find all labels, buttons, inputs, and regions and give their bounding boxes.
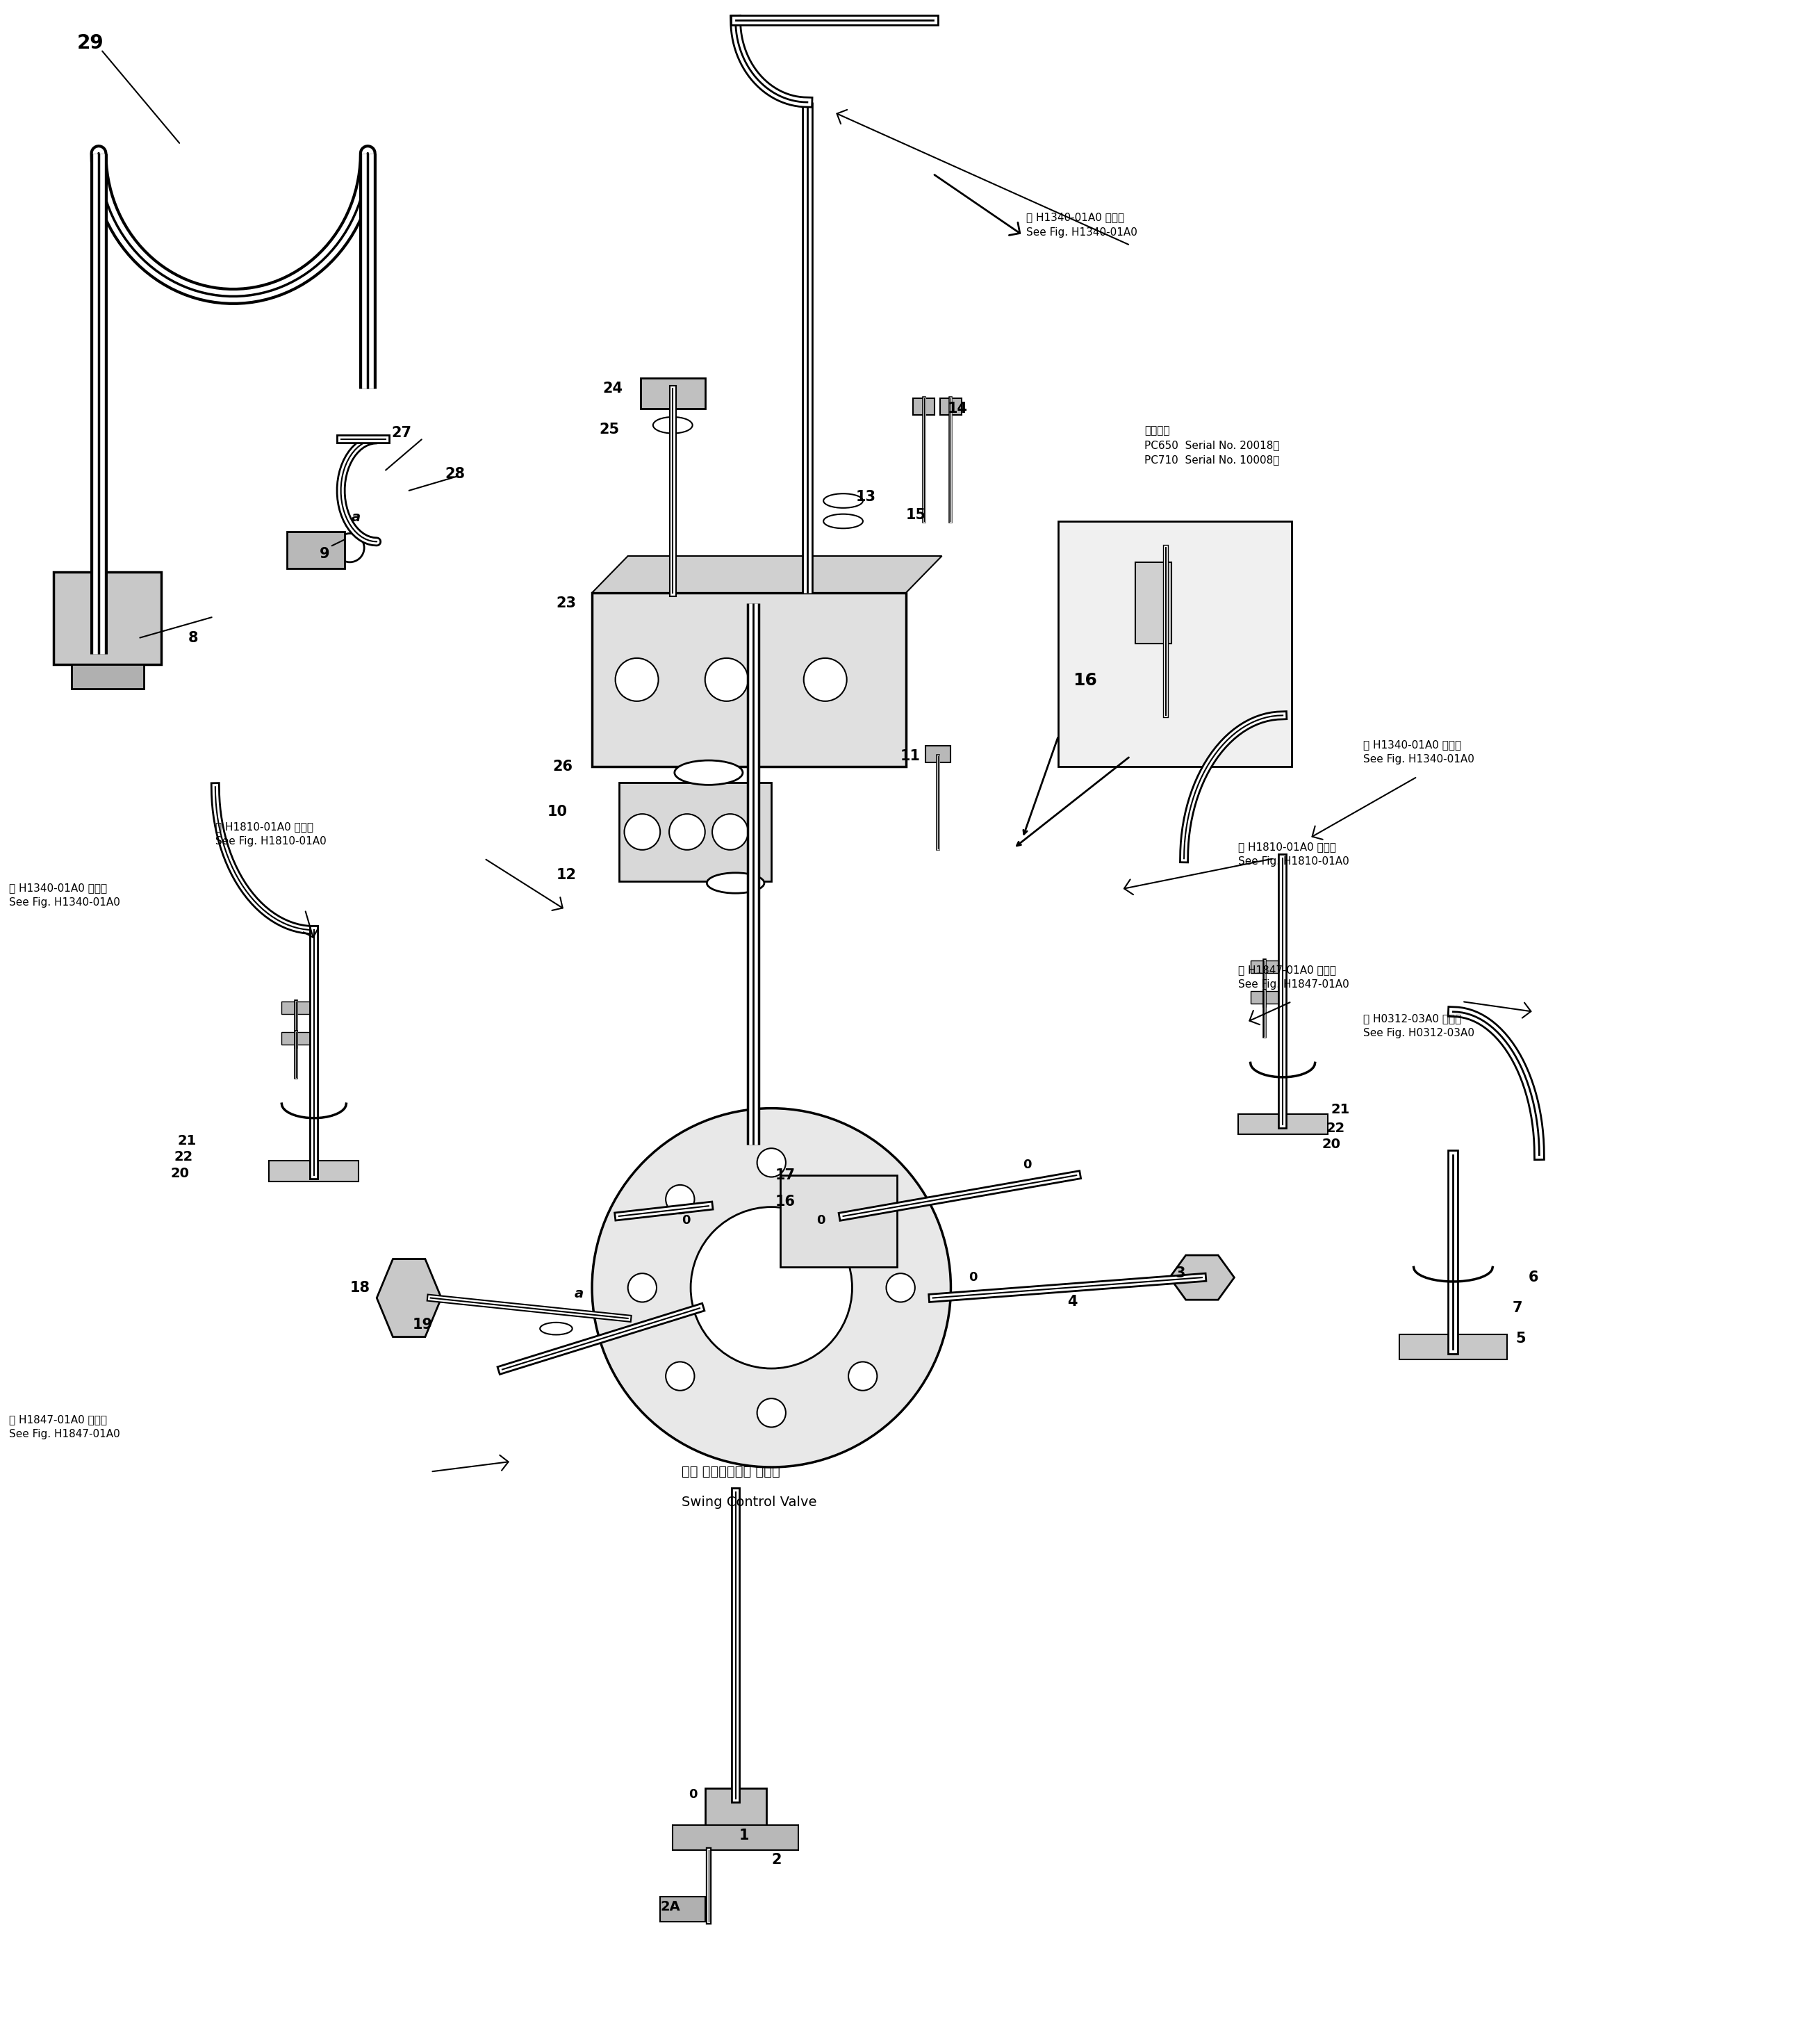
Text: 13: 13 [856, 491, 875, 503]
Text: 23: 23 [556, 597, 576, 609]
Text: 17: 17 [775, 1169, 795, 1181]
Circle shape [705, 658, 748, 701]
Text: 7: 7 [1512, 1302, 1523, 1314]
Text: 第 H1847-01A0 図参照
See Fig. H1847-01A0: 第 H1847-01A0 図参照 See Fig. H1847-01A0 [9, 1414, 120, 1439]
Text: 21: 21 [1331, 1104, 1351, 1116]
Bar [282, 1032, 310, 1044]
Circle shape [804, 658, 847, 701]
Text: 16: 16 [1073, 672, 1098, 689]
Bar [780, 1175, 897, 1267]
Bar [913, 399, 935, 415]
Circle shape [615, 658, 658, 701]
Circle shape [886, 1273, 915, 1302]
Polygon shape [1170, 1255, 1234, 1300]
Bar [282, 1002, 310, 1014]
Ellipse shape [653, 417, 692, 433]
Text: a: a [352, 511, 361, 523]
Text: 1: 1 [739, 1829, 750, 1842]
Circle shape [712, 814, 748, 850]
Bar [592, 593, 906, 766]
Circle shape [691, 1206, 852, 1369]
Text: 9: 9 [319, 548, 330, 560]
Text: 第 H1810-01A0 図参照
See Fig. H1810-01A0: 第 H1810-01A0 図参照 See Fig. H1810-01A0 [215, 822, 327, 846]
Text: 第 H1810-01A0 図参照
See Fig. H1810-01A0: 第 H1810-01A0 図参照 See Fig. H1810-01A0 [1238, 842, 1349, 867]
Text: 18: 18 [350, 1282, 370, 1294]
Bar [1250, 991, 1279, 1004]
Text: 6: 6 [1528, 1271, 1539, 1284]
Circle shape [624, 814, 660, 850]
Text: 15: 15 [906, 509, 926, 521]
Polygon shape [592, 556, 942, 593]
Text: 19: 19 [413, 1318, 432, 1331]
Text: 適用号機
PC650  Serial No. 20018～
PC710  Serial No. 10008～: 適用号機 PC650 Serial No. 20018～ PC710 Seria… [1145, 425, 1279, 466]
Text: 22: 22 [174, 1151, 194, 1163]
Text: 3: 3 [1175, 1267, 1186, 1280]
Bar [1058, 521, 1292, 766]
Text: 2: 2 [771, 1854, 782, 1866]
Text: 10: 10 [547, 805, 567, 818]
Ellipse shape [675, 760, 743, 785]
Bar [54, 572, 161, 664]
Bar [72, 664, 144, 689]
Bar [1250, 961, 1279, 973]
Circle shape [669, 814, 705, 850]
Text: 24: 24 [603, 382, 623, 394]
Circle shape [757, 1398, 786, 1427]
Text: 0: 0 [1023, 1159, 1032, 1171]
Text: 11: 11 [901, 750, 920, 762]
Text: 22: 22 [1326, 1122, 1346, 1134]
Bar [705, 1788, 766, 1825]
Text: 27: 27 [391, 427, 411, 439]
Text: 20: 20 [1322, 1139, 1340, 1151]
Text: 12: 12 [556, 869, 576, 881]
Ellipse shape [823, 515, 863, 527]
Bar [1399, 1335, 1507, 1359]
Text: 0: 0 [682, 1214, 691, 1226]
Text: 16: 16 [775, 1196, 795, 1208]
Ellipse shape [823, 495, 863, 507]
Text: 第 H1340-01A0 図参照
See Fig. H1340-01A0: 第 H1340-01A0 図参照 See Fig. H1340-01A0 [1363, 740, 1475, 764]
Text: a: a [574, 1288, 583, 1300]
Text: 0: 0 [816, 1214, 825, 1226]
Text: 28: 28 [445, 468, 465, 480]
Text: 4: 4 [1067, 1296, 1078, 1308]
Text: 第 H0312-03A0 図参照
See Fig. H0312-03A0: 第 H0312-03A0 図参照 See Fig. H0312-03A0 [1363, 1014, 1475, 1038]
Bar [269, 1161, 359, 1181]
Circle shape [849, 1186, 877, 1214]
Polygon shape [377, 1259, 441, 1337]
Bar [660, 1897, 705, 1921]
Bar [1238, 1114, 1328, 1134]
Text: 旋回 コントロール バルブ: 旋回 コントロール バルブ [682, 1466, 780, 1478]
Bar [673, 1825, 798, 1850]
Circle shape [666, 1186, 694, 1214]
Text: 21: 21 [178, 1134, 197, 1147]
Ellipse shape [540, 1322, 572, 1335]
Bar [640, 378, 705, 409]
Text: 第 H1340-01A0 図参照
See Fig. H1340-01A0: 第 H1340-01A0 図参照 See Fig. H1340-01A0 [1026, 213, 1137, 237]
Bar [619, 783, 771, 881]
Circle shape [666, 1361, 694, 1390]
Text: Swing Control Valve: Swing Control Valve [682, 1496, 816, 1508]
Circle shape [592, 1108, 951, 1468]
Bar [1136, 562, 1171, 644]
Circle shape [757, 1149, 786, 1177]
Ellipse shape [707, 873, 764, 893]
Bar [287, 531, 344, 568]
Text: 14: 14 [947, 403, 967, 415]
Text: 25: 25 [599, 423, 619, 435]
Text: 29: 29 [77, 33, 104, 53]
Text: 5: 5 [1516, 1333, 1527, 1345]
Text: 0: 0 [969, 1271, 978, 1284]
Circle shape [628, 1273, 657, 1302]
Text: 第 H1340-01A0 図参照
See Fig. H1340-01A0: 第 H1340-01A0 図参照 See Fig. H1340-01A0 [9, 883, 120, 908]
Circle shape [849, 1361, 877, 1390]
Text: 第 H1847-01A0 図参照
See Fig. H1847-01A0: 第 H1847-01A0 図参照 See Fig. H1847-01A0 [1238, 965, 1349, 989]
Text: 0: 0 [689, 1788, 698, 1801]
Text: 26: 26 [553, 760, 572, 773]
Text: 2A: 2A [660, 1901, 680, 1913]
Bar [940, 399, 962, 415]
Bar [926, 746, 951, 762]
Text: 8: 8 [188, 632, 199, 644]
Text: 20: 20 [170, 1167, 188, 1179]
